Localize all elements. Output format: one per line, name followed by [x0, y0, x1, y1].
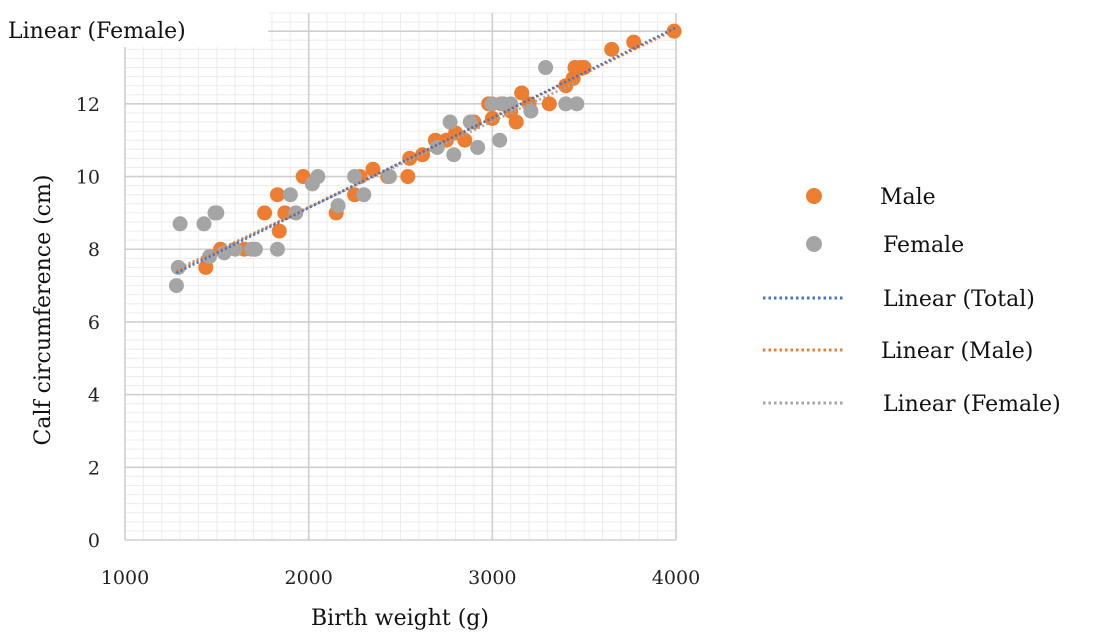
point-female [462, 114, 478, 130]
legend-label-linear-total: Linear (Total) [883, 287, 1035, 312]
point-female [446, 147, 462, 163]
legend-marker-female [806, 236, 822, 252]
y-tick-label: 2 [88, 457, 100, 479]
legend-label-linear-male: Linear (Male) [881, 339, 1033, 364]
point-female [503, 96, 519, 112]
point-female [227, 241, 243, 257]
point-female [523, 103, 539, 119]
x-tick-label: 4000 [652, 567, 700, 589]
point-female [569, 96, 585, 112]
point-male [514, 85, 530, 101]
y-tick-label: 4 [88, 385, 100, 407]
point-male [365, 161, 381, 177]
point-female [209, 205, 225, 221]
point-female [310, 169, 326, 185]
major-grid [124, 13, 677, 541]
point-male [666, 23, 682, 39]
trendline-linear-total [175, 26, 677, 274]
y-tick-label: 8 [88, 239, 100, 261]
point-male [604, 41, 620, 57]
point-female [484, 96, 500, 112]
point-female [356, 187, 372, 203]
point-female [558, 96, 574, 112]
point-female [196, 216, 212, 232]
point-female [282, 187, 298, 203]
point-male [541, 96, 557, 112]
legend: Male Female Linear (Total) Linear (Male)… [763, 185, 1061, 417]
y-tick-label: 0 [88, 530, 100, 552]
x-tick-label: 2000 [284, 567, 332, 589]
y-tick-label: 6 [88, 312, 100, 334]
point-male [400, 169, 416, 185]
trendline-linear-female [175, 80, 578, 271]
y-tick-label: 12 [76, 94, 100, 116]
point-female [381, 169, 397, 185]
data-points [168, 23, 682, 294]
y-axis-title: Calf circumference (cm) [31, 175, 56, 446]
point-female [172, 216, 188, 232]
point-female [269, 241, 285, 257]
x-tick-label: 3000 [468, 567, 516, 589]
point-male [508, 114, 524, 130]
legend-label-linear-female: Linear (Female) [883, 392, 1061, 417]
point-male [257, 205, 273, 221]
x-tick-labels: 1000 2000 3000 4000 [101, 567, 700, 589]
x-tick-label: 1000 [101, 567, 149, 589]
point-female [442, 114, 458, 130]
point-female [168, 278, 184, 294]
point-female [347, 169, 363, 185]
legend-marker-male [806, 188, 822, 204]
point-male [457, 132, 473, 148]
point-female [492, 132, 508, 148]
point-male [271, 223, 287, 239]
point-female [330, 198, 346, 214]
y-tick-label: 10 [76, 167, 100, 189]
legend-label-female: Female [883, 233, 964, 258]
legend-label-male: Male [880, 185, 936, 210]
point-male [277, 205, 293, 221]
point-male [576, 60, 592, 76]
x-axis-title: Birth weight (g) [311, 606, 489, 631]
top-label-box [0, 5, 268, 47]
point-male [402, 150, 418, 166]
top-label: Linear (Female) [8, 19, 186, 44]
point-female [538, 60, 554, 76]
point-female [470, 139, 486, 155]
point-female [247, 241, 263, 257]
point-male [269, 187, 285, 203]
